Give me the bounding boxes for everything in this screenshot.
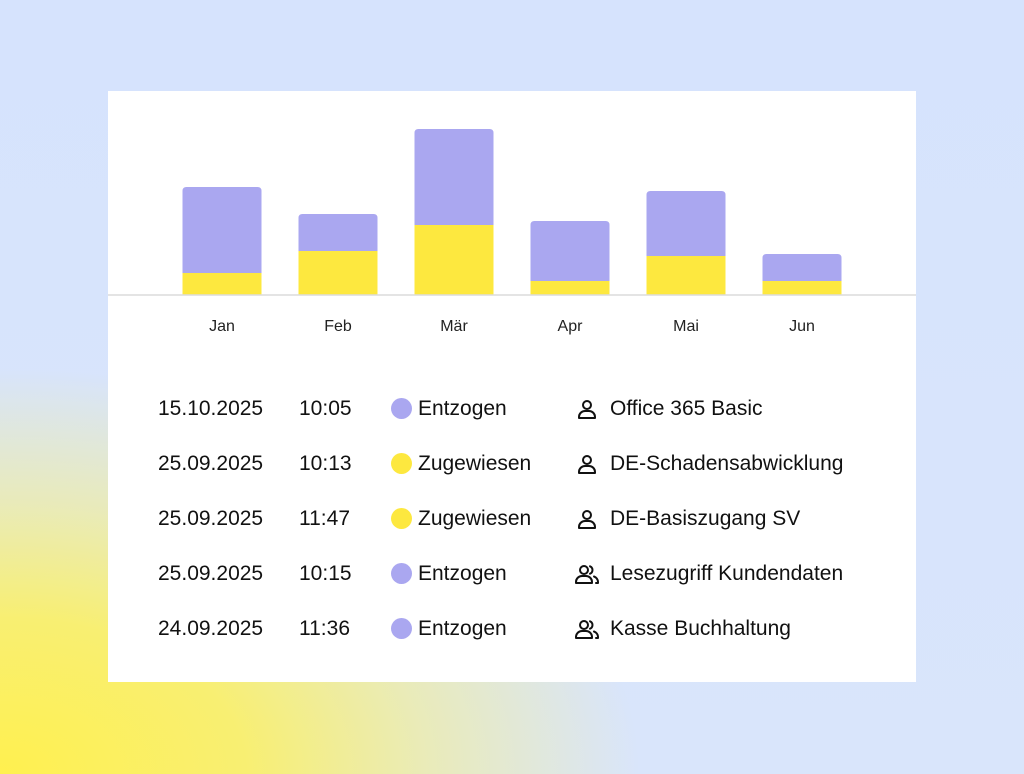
item-name: Lesezugriff Kundendaten	[610, 562, 844, 585]
bar-segment-Apr-0	[530, 281, 610, 295]
bar-segment-Jun-0	[762, 281, 842, 295]
status-label: Zugewiesen	[418, 452, 532, 475]
status-badge: Entzogen	[391, 381, 507, 436]
status-badge: Entzogen	[391, 601, 507, 656]
user-icon	[573, 436, 601, 491]
list-item[interactable]: 25.09.2025 10:13 Zugewiesen DE-Schadensa…	[108, 436, 916, 491]
row-time: 11:47	[299, 507, 350, 530]
row-date: 25.09.2025	[158, 452, 264, 475]
bar-segment-Feb-0	[298, 251, 378, 295]
bar-segment-Jan-1	[182, 187, 262, 273]
activity-card: Jan Feb Mär Apr Mai Jun 15.10.2025 10:05 Entz…	[108, 91, 916, 682]
row-time: 11:36	[299, 617, 350, 640]
status-label: Entzogen	[418, 617, 507, 640]
status-dot-icon	[391, 618, 412, 639]
item-name: DE-Basiszugang SV	[610, 507, 801, 530]
row-date: 24.09.2025	[158, 617, 264, 640]
bar-segment-Mai-0	[646, 256, 726, 295]
status-badge: Zugewiesen	[391, 491, 531, 546]
x-tick-label: Feb	[324, 318, 352, 335]
bar-segment-Jan-0	[182, 273, 262, 295]
status-dot-icon	[391, 563, 412, 584]
users-icon	[573, 546, 601, 601]
row-date: 25.09.2025	[158, 562, 264, 585]
x-tick-label: Mär	[440, 318, 468, 335]
x-tick-label: Mai	[673, 318, 699, 335]
bar-chart: Jan Feb Mär Apr Mai Jun	[108, 129, 916, 335]
row-date: 15.10.2025	[158, 397, 264, 420]
status-dot-icon	[391, 398, 412, 419]
item-name: DE-Schadensabwicklung	[610, 452, 844, 475]
status-dot-icon	[391, 508, 412, 529]
status-label: Entzogen	[418, 397, 507, 420]
bar-segment-Mai-1	[646, 191, 726, 256]
row-time: 10:05	[299, 397, 352, 420]
list-item[interactable]: 15.10.2025 10:05 Entzogen Office 365 Bas…	[108, 381, 916, 436]
item-name: Office 365 Basic	[610, 397, 763, 420]
status-label: Zugewiesen	[418, 507, 532, 530]
users-icon	[573, 601, 601, 656]
row-date: 25.09.2025	[158, 507, 264, 530]
status-badge: Zugewiesen	[391, 436, 531, 491]
status-badge: Entzogen	[391, 546, 507, 601]
row-time: 10:15	[299, 562, 352, 585]
user-icon	[573, 491, 601, 546]
bar-segment-Mär-0	[414, 225, 494, 295]
bar-segment-Mär-1	[414, 129, 494, 225]
bar-segment-Feb-1	[298, 214, 378, 251]
x-tick-label: Jan	[209, 318, 235, 335]
status-label: Entzogen	[418, 562, 507, 585]
bar-segment-Jun-1	[762, 254, 842, 281]
x-tick-label: Apr	[558, 318, 584, 335]
list-item[interactable]: 25.09.2025 10:15 Entzogen Lesezugriff Ku…	[108, 546, 916, 601]
item-name: Kasse Buchhaltung	[610, 617, 791, 640]
list-item[interactable]: 24.09.2025 11:36 Entzogen Kasse Buchhalt…	[108, 601, 916, 656]
activity-list: 15.10.2025 10:05 Entzogen Office 365 Bas…	[108, 381, 916, 656]
status-dot-icon	[391, 453, 412, 474]
row-time: 10:13	[299, 452, 352, 475]
list-item[interactable]: 25.09.2025 11:47 Zugewiesen DE-Basiszuga…	[108, 491, 916, 546]
user-icon	[573, 381, 601, 436]
x-tick-label: Jun	[789, 318, 815, 335]
bar-segment-Apr-1	[530, 221, 610, 281]
